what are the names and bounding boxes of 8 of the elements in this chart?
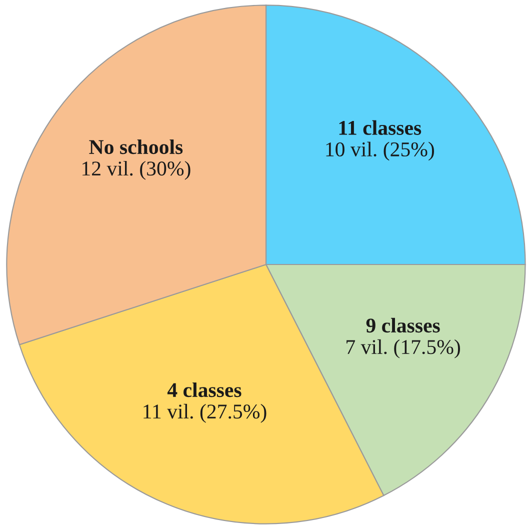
slice-label: 11 classes xyxy=(339,120,422,135)
data-label: 11 vil. (27.5%) xyxy=(144,404,266,423)
slice-label: 9 classes xyxy=(366,318,440,333)
data-label: 10 vil. (25%) xyxy=(326,142,434,161)
slice-label: 4 classes xyxy=(167,382,242,398)
data-label: 12 vil. (30%) xyxy=(82,160,190,180)
slice-label: No schools xyxy=(89,139,183,154)
data-label: 7 vil. (17.5%) xyxy=(346,339,460,358)
